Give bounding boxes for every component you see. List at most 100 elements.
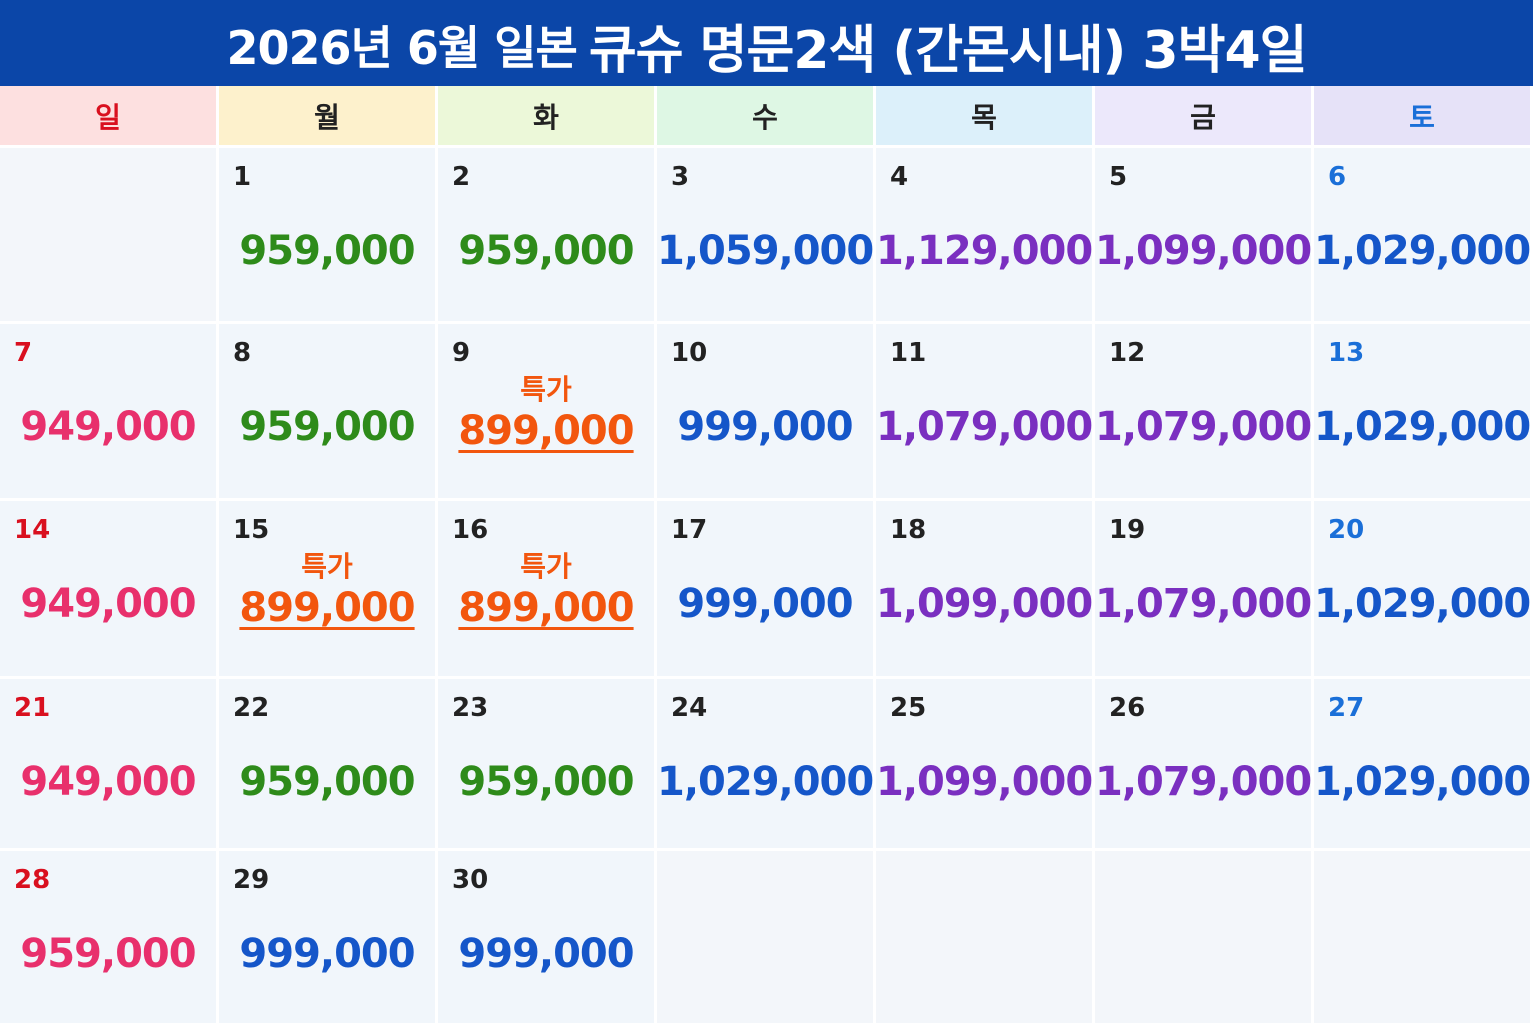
special-price: 899,000 <box>239 585 415 631</box>
calendar-cell[interactable]: 10 999,000 <box>657 324 876 501</box>
day-number: 15 <box>233 515 270 545</box>
day-number: 22 <box>233 693 270 723</box>
weekday-header-wed: 수 <box>657 86 876 148</box>
calendar-cell[interactable]: 6 1,029,000 <box>1314 148 1533 324</box>
price: 1,079,000 <box>1095 759 1312 805</box>
day-number: 9 <box>452 338 471 368</box>
day-number: 29 <box>233 865 270 895</box>
calendar-cell[interactable]: 11 1,079,000 <box>876 324 1095 501</box>
day-number: 20 <box>1328 515 1365 545</box>
day-number: 28 <box>14 865 51 895</box>
price: 959,000 <box>239 404 415 450</box>
calendar-cell[interactable]: 22 959,000 <box>219 679 438 851</box>
calendar-cell[interactable]: 29 999,000 <box>219 851 438 1026</box>
price: 949,000 <box>20 759 196 805</box>
special-price: 899,000 <box>458 408 634 454</box>
day-number: 14 <box>14 515 51 545</box>
price: 999,000 <box>458 931 634 977</box>
calendar-cell[interactable]: 30 999,000 <box>438 851 657 1026</box>
calendar-cell[interactable]: 14 949,000 <box>0 501 219 679</box>
price: 1,079,000 <box>876 404 1093 450</box>
weekday-header-mon: 월 <box>219 86 438 148</box>
day-number: 8 <box>233 338 252 368</box>
calendar-cell[interactable]: 26 1,079,000 <box>1095 679 1314 851</box>
price: 1,029,000 <box>1314 228 1531 274</box>
price: 1,059,000 <box>657 228 874 274</box>
calendar-cell-empty <box>1314 851 1533 1026</box>
day-number: 25 <box>890 693 927 723</box>
day-number: 30 <box>452 865 489 895</box>
calendar-cell[interactable]: 25 1,099,000 <box>876 679 1095 851</box>
price: 1,099,000 <box>876 759 1093 805</box>
calendar-cell[interactable]: 9 특가 899,000 <box>438 324 657 501</box>
day-number: 21 <box>14 693 51 723</box>
calendar-cell-empty <box>876 851 1095 1026</box>
price: 999,000 <box>239 931 415 977</box>
day-number: 23 <box>452 693 489 723</box>
calendar-cell[interactable]: 16 특가 899,000 <box>438 501 657 679</box>
calendar-cell[interactable]: 5 1,099,000 <box>1095 148 1314 324</box>
price: 949,000 <box>20 581 196 627</box>
price: 959,000 <box>458 759 634 805</box>
day-number: 1 <box>233 162 252 192</box>
special-price: 899,000 <box>458 585 634 631</box>
price: 999,000 <box>677 404 853 450</box>
calendar-cell[interactable]: 27 1,029,000 <box>1314 679 1533 851</box>
day-number: 10 <box>671 338 708 368</box>
price: 1,099,000 <box>876 581 1093 627</box>
special-deal-label: 특가 <box>520 550 572 583</box>
calendar-cell[interactable]: 17 999,000 <box>657 501 876 679</box>
calendar-cell-empty <box>657 851 876 1026</box>
calendar-cell[interactable]: 28 959,000 <box>0 851 219 1026</box>
weekday-header-sat: 토 <box>1314 86 1533 148</box>
price: 1,029,000 <box>1314 759 1531 805</box>
day-number: 17 <box>671 515 708 545</box>
price: 959,000 <box>239 759 415 805</box>
calendar-cell[interactable]: 8 959,000 <box>219 324 438 501</box>
title-tour-name: 큐슈 명문2색 (간몬시내) 3박4일 <box>588 20 1308 81</box>
price: 959,000 <box>20 931 196 977</box>
price: 1,029,000 <box>657 759 874 805</box>
price: 1,029,000 <box>1314 581 1531 627</box>
price: 999,000 <box>677 581 853 627</box>
calendar-cell[interactable]: 1 959,000 <box>219 148 438 324</box>
calendar-cell-empty <box>0 148 219 324</box>
calendar-cell-empty <box>1095 851 1314 1026</box>
day-number: 6 <box>1328 162 1347 192</box>
price: 949,000 <box>20 404 196 450</box>
calendar-cell[interactable]: 7 949,000 <box>0 324 219 501</box>
day-number: 27 <box>1328 693 1365 723</box>
price: 1,079,000 <box>1095 404 1312 450</box>
price: 1,099,000 <box>1095 228 1312 274</box>
calendar-cell[interactable]: 15 특가 899,000 <box>219 501 438 679</box>
price: 1,029,000 <box>1314 404 1531 450</box>
calendar-cell[interactable]: 24 1,029,000 <box>657 679 876 851</box>
calendar-cell[interactable]: 21 949,000 <box>0 679 219 851</box>
calendar-cell[interactable]: 23 959,000 <box>438 679 657 851</box>
calendar-cell[interactable]: 19 1,079,000 <box>1095 501 1314 679</box>
day-number: 19 <box>1109 515 1146 545</box>
day-number: 18 <box>890 515 927 545</box>
calendar-cell[interactable]: 13 1,029,000 <box>1314 324 1533 501</box>
day-number: 13 <box>1328 338 1365 368</box>
price: 1,129,000 <box>876 228 1093 274</box>
day-number: 16 <box>452 515 489 545</box>
page-title: 2026년 6월 일본 큐슈 명문2색 (간몬시내) 3박4일 <box>0 0 1533 86</box>
calendar-cell[interactable]: 2 959,000 <box>438 148 657 324</box>
weekday-header-sun: 일 <box>0 86 219 148</box>
day-number: 4 <box>890 162 909 192</box>
weekday-header-fri: 금 <box>1095 86 1314 148</box>
day-number: 12 <box>1109 338 1146 368</box>
calendar-cell[interactable]: 4 1,129,000 <box>876 148 1095 324</box>
day-number: 5 <box>1109 162 1128 192</box>
calendar-cell[interactable]: 20 1,029,000 <box>1314 501 1533 679</box>
calendar-cell[interactable]: 12 1,079,000 <box>1095 324 1314 501</box>
calendar-cell[interactable]: 18 1,099,000 <box>876 501 1095 679</box>
special-deal-label: 특가 <box>520 373 572 406</box>
calendar-cell[interactable]: 3 1,059,000 <box>657 148 876 324</box>
title-date: 2026년 6월 일본 <box>226 21 578 75</box>
special-deal-label: 특가 <box>301 550 353 583</box>
price: 959,000 <box>239 228 415 274</box>
day-number: 3 <box>671 162 690 192</box>
weekday-header-thu: 목 <box>876 86 1095 148</box>
